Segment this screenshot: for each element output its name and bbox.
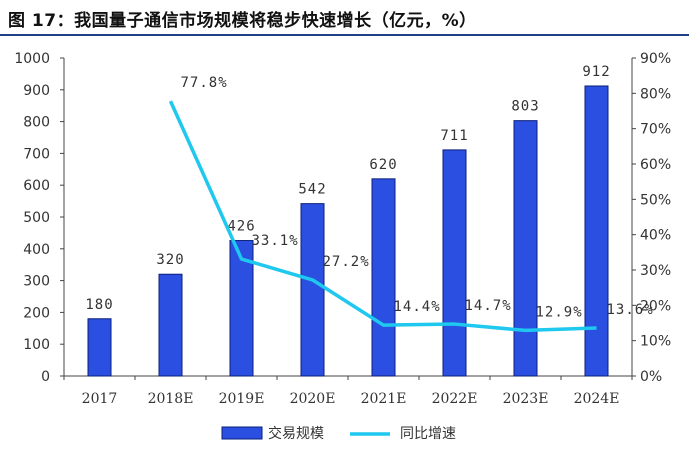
legend-line-label: 同比增速 xyxy=(400,426,456,442)
x-tick-label: 2019E xyxy=(219,391,265,407)
x-tick-label: 2023E xyxy=(503,391,549,407)
bar xyxy=(300,203,325,377)
legend-bar-swatch xyxy=(221,426,263,440)
x-tick-label: 2018E xyxy=(148,391,194,407)
y-left-tick-label: 1000 xyxy=(14,51,50,67)
bar-value-label: 320 xyxy=(156,252,184,268)
bar-value-label: 803 xyxy=(511,99,539,115)
y-right-tick-label: 90% xyxy=(640,51,671,67)
figure-title-bar: 图 17：我国量子通信市场规模将稳步快速增长（亿元，%） xyxy=(0,0,689,36)
y-left-tick-label: 800 xyxy=(23,115,50,131)
y-left-tick-label: 500 xyxy=(23,210,50,226)
x-tick-label: 2022E xyxy=(432,391,478,407)
x-tick-label: 2020E xyxy=(290,391,336,407)
y-left-tick-label: 300 xyxy=(23,274,50,290)
x-tick-label: 2021E xyxy=(361,391,407,407)
y-right-tick-label: 30% xyxy=(640,263,671,279)
bar xyxy=(584,85,609,377)
growth-value-label: 14.7% xyxy=(465,298,512,314)
figure-title: 图 17：我国量子通信市场规模将稳步快速增长（亿元，%） xyxy=(8,11,477,31)
y-right-tick-label: 70% xyxy=(640,122,671,138)
bar xyxy=(87,318,112,377)
growth-value-label: 12.9% xyxy=(536,304,583,320)
bar xyxy=(158,273,183,377)
bar-value-label: 180 xyxy=(85,297,113,313)
y-left-tick-label: 600 xyxy=(23,178,50,194)
growth-value-label: 14.4% xyxy=(394,299,441,315)
x-tick-label: 2024E xyxy=(574,391,620,407)
y-left-tick-label: 0 xyxy=(41,369,50,385)
y-right-tick-label: 10% xyxy=(640,334,671,350)
growth-value-label: 13.6% xyxy=(607,302,654,318)
y-right-tick-label: 40% xyxy=(640,228,671,244)
growth-value-label: 77.8% xyxy=(181,75,228,91)
y-right-tick-label: 80% xyxy=(640,86,671,102)
y-left-tick-label: 700 xyxy=(23,146,50,162)
bar xyxy=(513,120,538,377)
y-left-tick-label: 200 xyxy=(23,305,50,321)
y-right-tick-label: 50% xyxy=(640,192,671,208)
growth-value-label: 27.2% xyxy=(323,254,370,270)
y-left-tick-label: 100 xyxy=(23,337,50,353)
combo-chart: 0 100 200 300 400 500 600 700 800 900 1000 0% 10% 20%… xyxy=(14,51,671,442)
bar xyxy=(229,240,254,377)
x-tick-label: 2017 xyxy=(82,391,118,407)
bar-value-label: 542 xyxy=(298,182,326,198)
bar-value-label: 620 xyxy=(369,157,397,173)
y-right-tick-label: 20% xyxy=(640,298,671,314)
y-right-tick-label: 60% xyxy=(640,157,671,173)
bar-value-label: 912 xyxy=(582,64,610,80)
bar-value-label: 711 xyxy=(440,128,468,144)
bar-value-label: 426 xyxy=(227,219,255,235)
y-left-tick-label: 400 xyxy=(23,242,50,258)
y-right-tick-label: 0% xyxy=(640,369,662,385)
bar xyxy=(371,178,396,377)
legend-bar-label: 交易规模 xyxy=(268,425,324,442)
y-left-tick-label: 900 xyxy=(23,83,50,99)
bar xyxy=(442,149,467,377)
growth-value-label: 33.1% xyxy=(252,233,299,249)
